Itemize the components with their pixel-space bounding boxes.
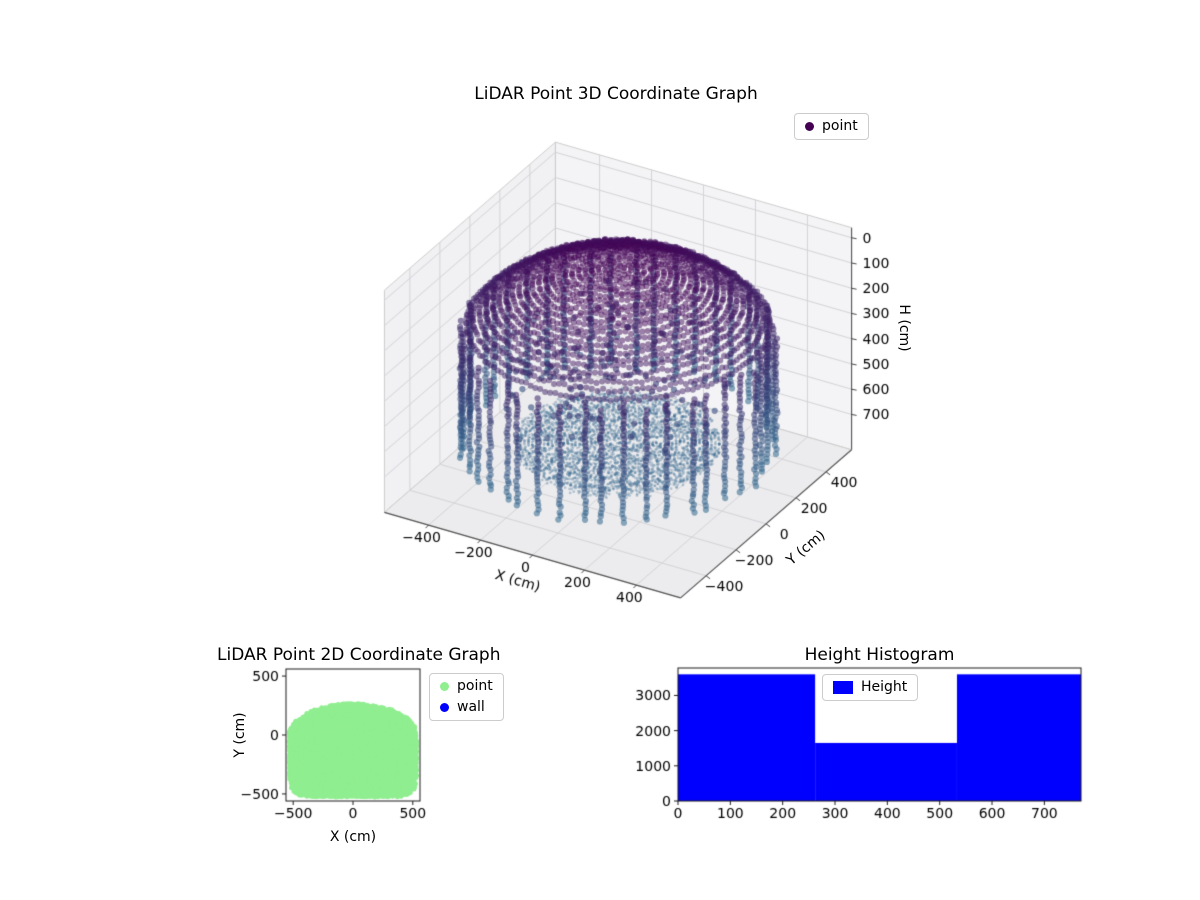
- z-axis-label-3d: H (cm): [896, 304, 912, 352]
- point-marker-icon: [805, 122, 814, 131]
- legend-label-wall-2d: wall: [457, 699, 485, 715]
- legend-label-height: Height: [861, 679, 908, 695]
- legend-item-height: Height: [833, 679, 907, 696]
- y-axis-label-2d: Y (cm): [232, 712, 248, 758]
- title-histogram: Height Histogram: [804, 645, 955, 665]
- title-2d-chart: LiDAR Point 2D Coordinate Graph: [217, 645, 501, 665]
- height-patch-icon: [833, 681, 853, 694]
- legend-3d: point: [794, 113, 869, 140]
- title-3d-chart: LiDAR Point 3D Coordinate Graph: [474, 84, 758, 104]
- legend-histogram: Height: [822, 674, 919, 701]
- wall-marker-icon: [440, 703, 449, 712]
- legend-label-point-3d: point: [822, 118, 858, 134]
- point-marker-icon: [440, 682, 449, 691]
- x-axis-label-2d: X (cm): [329, 829, 377, 845]
- legend-item-wall-2d: wall: [440, 699, 493, 716]
- legend-label-point-2d: point: [457, 678, 493, 694]
- legend-item-point-2d: point: [440, 678, 493, 695]
- legend-2d: point wall: [429, 673, 504, 721]
- legend-item-point-3d: point: [805, 118, 858, 135]
